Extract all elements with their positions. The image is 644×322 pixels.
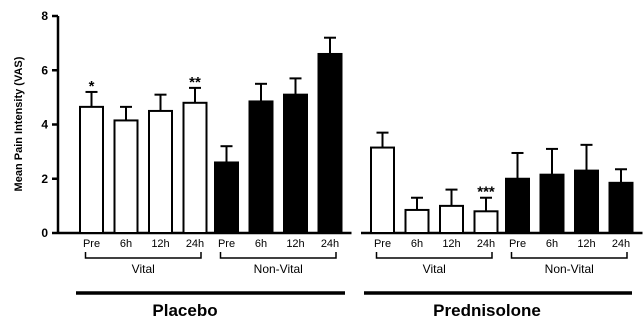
group-label: Vital [132,262,155,276]
group-bracket [219,252,337,259]
bar [370,146,395,234]
x-tick-label: 6h [255,238,267,250]
x-tick-label: 12h [286,238,304,250]
x-tick-label: 6h [411,238,423,250]
x-tick-label: 6h [546,238,558,250]
bars [79,52,634,235]
bar [608,181,634,235]
x-tick-label: 6h [120,238,132,250]
x-tick-label: 12h [442,238,460,250]
group-bracket [510,252,628,259]
significance-label: *** [477,184,495,201]
annotations: * ***** [89,74,495,201]
bar [148,109,173,234]
x-tick-label: Pre [374,238,391,250]
group-label: Vital [423,262,446,276]
y-tick-label: 2 [41,172,48,186]
bar [404,208,430,235]
y-tick-label: 4 [41,118,48,132]
y-tick-label: 6 [41,63,48,77]
group-label: Non-Vital [254,262,303,276]
significance-label: * [89,78,95,95]
bar [248,100,274,234]
bar [574,169,599,235]
x-tick-label: Pre [218,238,235,250]
x-tick-labels: Pre 6h 12h 24h Pre 6h 12h 24h Pre 6h 12h 24h Pre 6h 12… [83,238,630,250]
x-tick-label: 12h [151,238,169,250]
x-tick-label: 24h [612,238,630,250]
group-brackets: Vital Non-Vital Vital Non-Vital [84,252,628,276]
bar [439,204,464,234]
group-bracket [84,252,202,259]
group-bracket [375,252,493,259]
significance-label: ** [189,74,201,91]
bar [539,173,565,234]
bar [182,101,208,234]
arm-labels: Placebo Prednisolone [76,291,632,320]
bar [317,52,343,234]
bar [505,177,530,234]
bar [214,161,239,235]
x-tick-label: 24h [477,238,495,250]
error-bars [85,36,627,212]
arm-label: Placebo [152,301,217,320]
bar [113,119,139,234]
bar [283,93,308,234]
arm-label: Prednisolone [433,301,541,320]
x-tick-label: 12h [577,238,595,250]
x-tick-label: Pre [509,238,526,250]
y-axis-label: Mean Pain Intensity (VAS) [13,56,25,191]
y-tick-label: 0 [41,226,48,240]
y-tick-label: 8 [41,9,48,23]
x-tick-label: 24h [321,238,339,250]
group-label: Non-Vital [545,262,594,276]
x-tick-label: Pre [83,238,100,250]
bar [79,105,104,234]
x-tick-label: 24h [186,238,204,250]
bar [473,210,499,235]
